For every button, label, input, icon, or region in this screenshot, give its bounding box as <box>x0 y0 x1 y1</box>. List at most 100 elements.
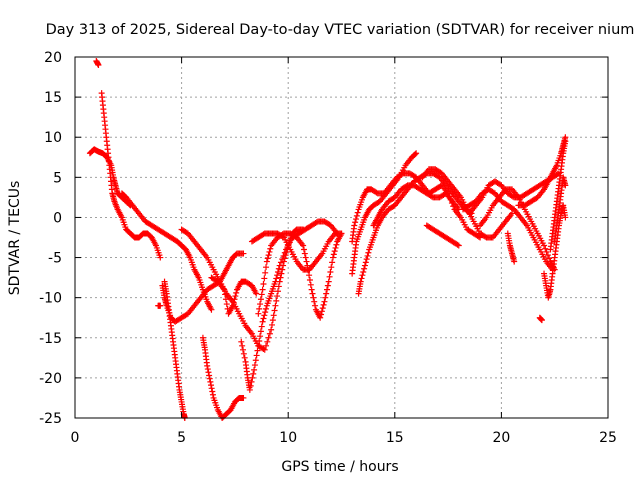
data-point <box>274 272 281 279</box>
data-point <box>319 305 326 312</box>
y-tick-label: 15 <box>44 90 62 106</box>
data-point <box>357 278 364 285</box>
data-point <box>352 216 359 223</box>
data-point <box>318 311 325 318</box>
data-point <box>351 222 358 229</box>
data-point <box>274 288 281 295</box>
data-point <box>276 262 283 269</box>
data-point <box>361 262 368 269</box>
data-point <box>338 230 345 237</box>
data-point <box>271 307 278 314</box>
data-point <box>360 268 367 275</box>
data-point <box>230 299 237 306</box>
y-axis-label: SDTVAR / TECUs <box>7 181 23 296</box>
data-point <box>538 317 545 324</box>
data-point <box>300 242 307 249</box>
data-point <box>231 296 238 303</box>
data-point <box>157 254 164 261</box>
series-trace-20 <box>460 186 556 273</box>
data-point <box>308 286 315 293</box>
data-point <box>270 312 277 319</box>
data-point <box>364 252 371 259</box>
data-point <box>365 249 372 256</box>
y-tick-label: -20 <box>39 371 62 387</box>
data-point <box>358 275 365 282</box>
data-point <box>257 296 264 303</box>
data-point <box>300 246 307 253</box>
data-point <box>277 259 284 266</box>
data-point <box>264 338 271 345</box>
data-point <box>454 241 461 248</box>
data-point <box>258 323 265 330</box>
x-tick-label: 5 <box>177 430 186 446</box>
data-point <box>238 338 245 345</box>
y-tick-label: -15 <box>39 331 62 347</box>
x-tick-label: 20 <box>492 430 510 446</box>
data-point <box>277 274 284 281</box>
y-tick-label: -5 <box>48 251 62 267</box>
series-trace-13 <box>248 230 345 273</box>
data-point <box>354 209 361 216</box>
data-point <box>272 278 279 285</box>
data-point <box>253 352 260 359</box>
data-point <box>262 269 269 276</box>
data-point <box>263 305 270 312</box>
data-point <box>261 346 268 353</box>
data-point <box>257 328 264 335</box>
data-point <box>221 286 228 293</box>
data-point <box>328 264 335 271</box>
data-point <box>257 301 264 308</box>
data-point <box>274 293 281 300</box>
data-point <box>307 281 314 288</box>
data-point <box>324 282 331 289</box>
series-trace-27 <box>547 138 569 253</box>
data-point <box>306 272 313 279</box>
data-point <box>241 354 248 361</box>
data-point <box>251 362 258 369</box>
data-point <box>223 301 230 308</box>
series-trace-12 <box>255 230 345 321</box>
x-tick-label: 15 <box>386 430 404 446</box>
x-axis-label: GPS time / hours <box>281 459 398 475</box>
x-tick-label: 25 <box>599 430 617 446</box>
data-point <box>544 252 551 259</box>
y-tick-label: -10 <box>39 291 62 307</box>
data-point <box>546 255 553 262</box>
data-point <box>322 294 329 301</box>
data-point <box>204 366 211 373</box>
data-point <box>240 350 247 357</box>
y-tick-label: 20 <box>44 50 62 66</box>
data-point <box>278 270 285 277</box>
data-point <box>303 258 310 265</box>
data-point <box>260 346 267 353</box>
data-point <box>542 245 549 252</box>
data-point <box>320 301 327 308</box>
axis-ticks <box>74 56 609 419</box>
series-trace-6 <box>161 278 188 421</box>
data-point <box>204 362 211 369</box>
data-point <box>266 330 273 337</box>
data-point <box>95 62 102 69</box>
data-point <box>265 252 272 259</box>
data-point <box>264 255 271 262</box>
data-point <box>261 275 268 282</box>
data-point <box>325 278 332 285</box>
data-point <box>206 375 213 382</box>
data-point <box>279 233 286 240</box>
data-point <box>269 317 276 324</box>
series-trace-4 <box>118 190 215 313</box>
data-point <box>275 283 282 290</box>
series-trace-9 <box>199 334 247 421</box>
y-tick-label: 10 <box>44 130 62 146</box>
data-point <box>255 342 262 349</box>
data-point <box>309 290 316 297</box>
series-trace-1 <box>86 146 134 209</box>
data-point <box>240 250 247 257</box>
data-point <box>255 310 262 317</box>
data-point <box>222 296 229 303</box>
data-point <box>207 378 214 385</box>
data-point <box>222 291 229 298</box>
data-point <box>311 298 318 305</box>
data-point <box>248 378 255 385</box>
series-trace-7 <box>155 302 164 309</box>
